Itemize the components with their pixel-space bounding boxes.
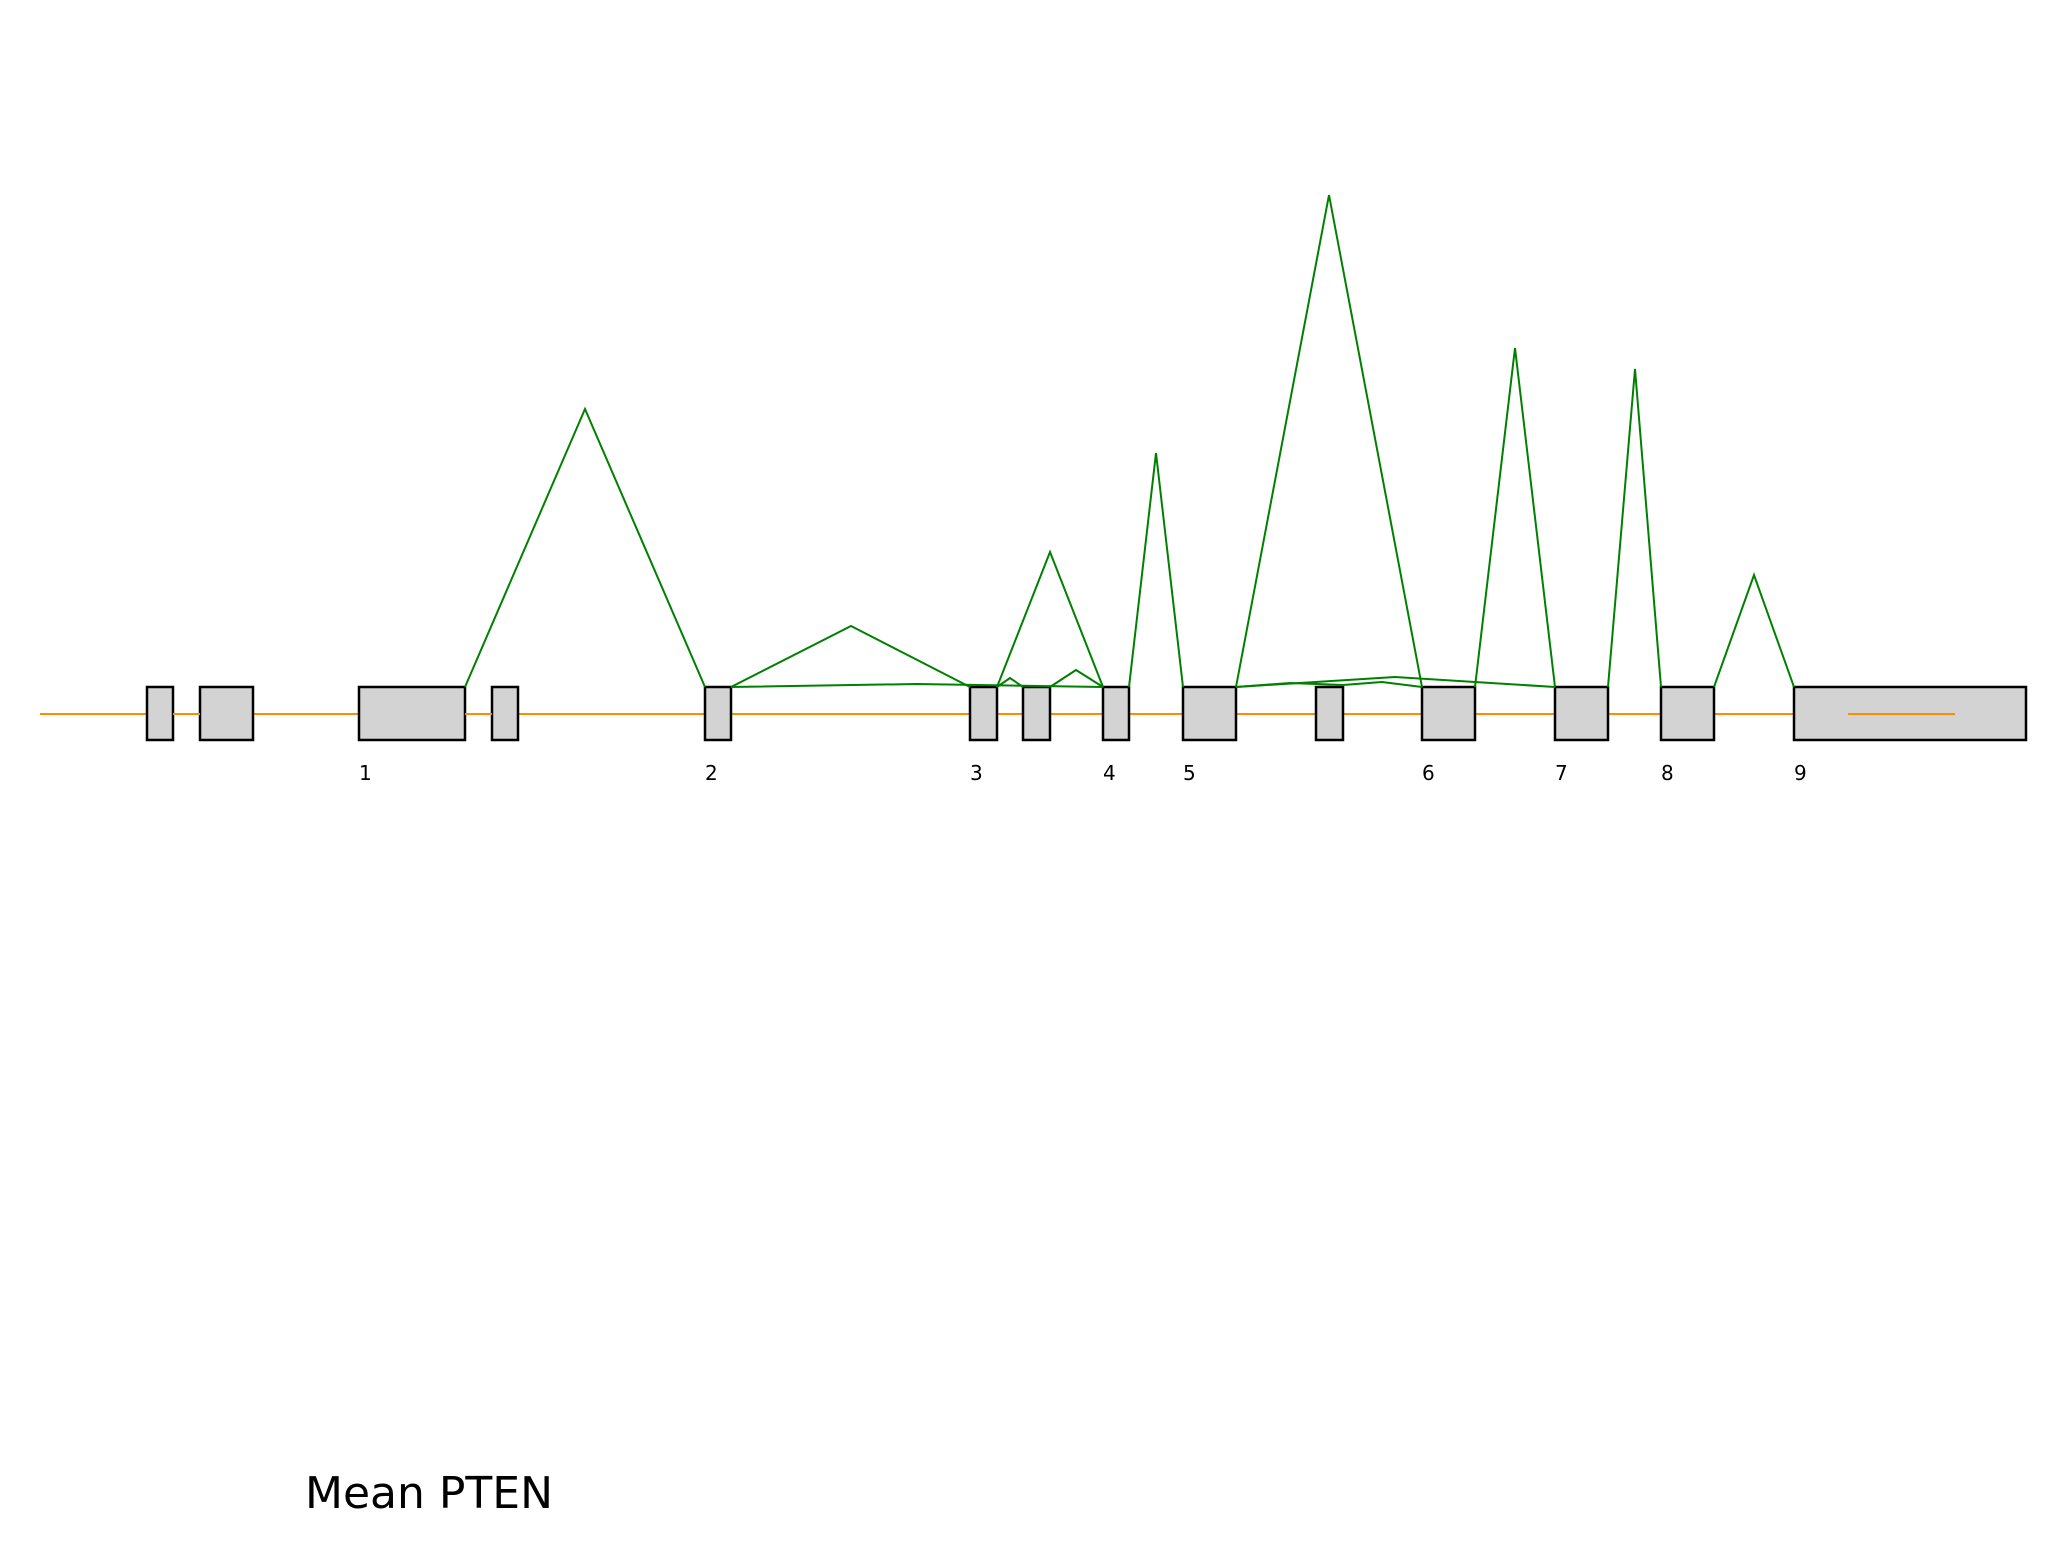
exon-box — [145, 685, 175, 742]
exon-label: 9 — [1794, 761, 1807, 785]
junction-arc — [1235, 675, 1556, 688]
junction-arc — [996, 549, 1104, 688]
exon-label: 8 — [1661, 761, 1674, 785]
exon-label: 6 — [1422, 761, 1435, 785]
junction-arc — [1235, 194, 1423, 688]
exon-label: 4 — [1103, 761, 1116, 785]
exon-box — [198, 685, 255, 742]
exon-label: 1 — [359, 761, 372, 785]
junction-arc — [1607, 368, 1662, 688]
exon-box — [1101, 685, 1131, 742]
exon-box — [1553, 685, 1610, 742]
exon-label: 2 — [705, 761, 718, 785]
junction-arc — [996, 676, 1024, 688]
exon-box — [703, 685, 733, 742]
junction-arc — [1128, 452, 1184, 688]
exon-label: 5 — [1183, 761, 1196, 785]
exon-box — [1659, 685, 1716, 742]
diagram-caption: Mean PTEN — [305, 1468, 553, 1519]
junction-arc — [1049, 668, 1104, 688]
exon-box — [490, 685, 520, 742]
exon-box — [1314, 685, 1345, 742]
junction-arc — [1474, 347, 1556, 688]
exon-label: 7 — [1555, 761, 1568, 785]
exon-box — [1420, 685, 1477, 742]
exon-label: 3 — [970, 761, 983, 785]
exon-box — [1021, 685, 1052, 742]
junction-arc — [730, 682, 1104, 688]
exon-box — [968, 685, 999, 742]
junction-arc — [464, 406, 706, 688]
junction-arc — [730, 624, 971, 688]
junction-arc — [1713, 572, 1795, 688]
exon-box — [1181, 685, 1238, 742]
exon-box — [357, 685, 467, 742]
